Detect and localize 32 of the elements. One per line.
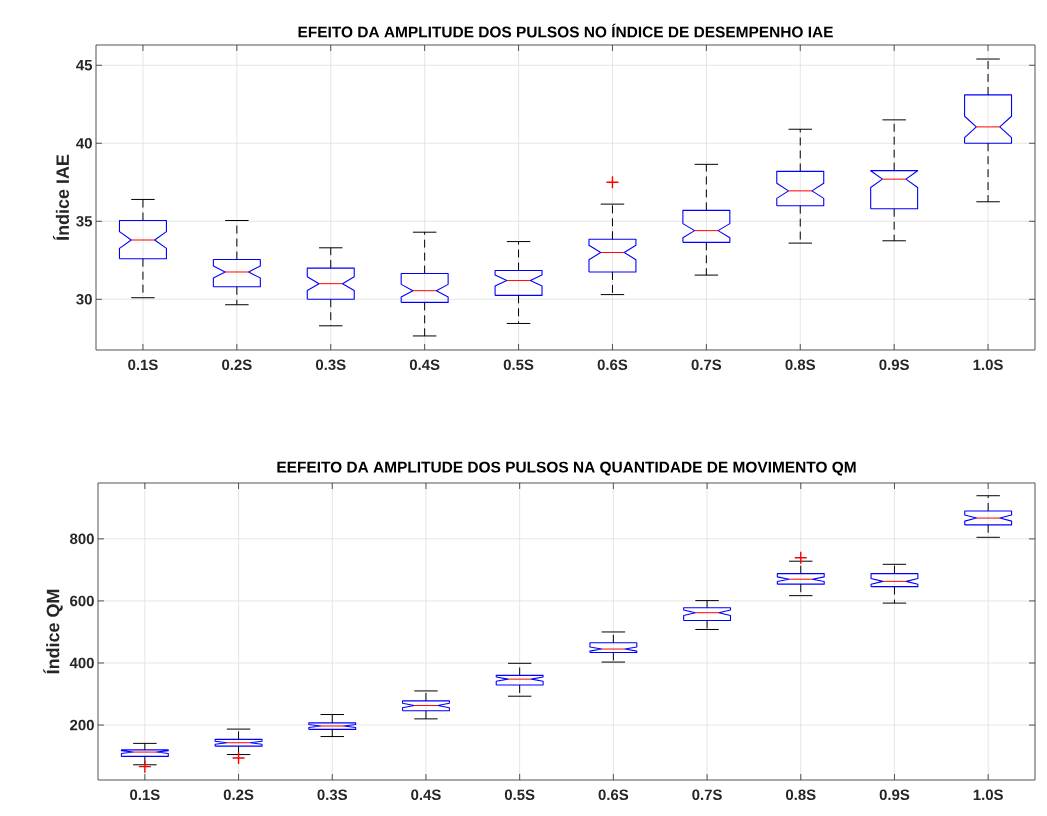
x-tick-label: 0.6S — [598, 789, 629, 801]
x-tick-label: 1.0S — [973, 359, 1003, 371]
chart-title: EEFEITO DA AMPLITUDE DOS PULSOS NA QUANTIDADE DE MOVIMENTO QM — [277, 461, 856, 476]
y-tick-label: 45 — [76, 60, 93, 71]
y-tick-label: 30 — [76, 293, 92, 305]
x-tick-label: 0.2S — [222, 359, 252, 371]
x-tick-label: 0.6S — [597, 359, 628, 371]
y-tick-label: 800 — [70, 533, 94, 545]
x-tick-label: 0.9S — [879, 359, 909, 371]
x-tick-label: 0.4S — [409, 359, 440, 371]
y-tick-label: 40 — [76, 137, 92, 149]
x-tick-label: 0.3S — [317, 789, 348, 801]
y-axis-title: Índice IAE — [52, 154, 70, 240]
x-tick-label: 0.5S — [504, 789, 535, 801]
y-tick-label: 35 — [76, 215, 93, 227]
chart-title: EFEITO DA AMPLITUDE DOS PULSOS NO ÍNDICE DE DESEMPENHO IAE — [298, 23, 833, 38]
x-tick-label: 0.5S — [503, 359, 534, 371]
x-tick-label: 0.1S — [128, 359, 158, 371]
x-tick-label: 0.3S — [315, 359, 346, 371]
y-tick-label: 400 — [69, 657, 94, 669]
x-tick-label: 0.7S — [691, 359, 722, 371]
x-tick-label: 0.8S — [785, 789, 816, 801]
y-tick-label: 600 — [70, 595, 94, 607]
x-tick-label: 0.7S — [692, 789, 722, 801]
x-tick-label: 0.4S — [411, 789, 441, 801]
x-tick-label: 0.9S — [879, 789, 910, 801]
y-tick-label: 200 — [70, 719, 94, 731]
x-tick-label: 1.0S — [973, 789, 1003, 801]
x-tick-label: 0.8S — [785, 359, 816, 371]
x-tick-label: 0.2S — [223, 789, 254, 801]
x-tick-label: 0.1S — [130, 789, 160, 801]
y-axis-title: Índice QM — [43, 589, 63, 674]
